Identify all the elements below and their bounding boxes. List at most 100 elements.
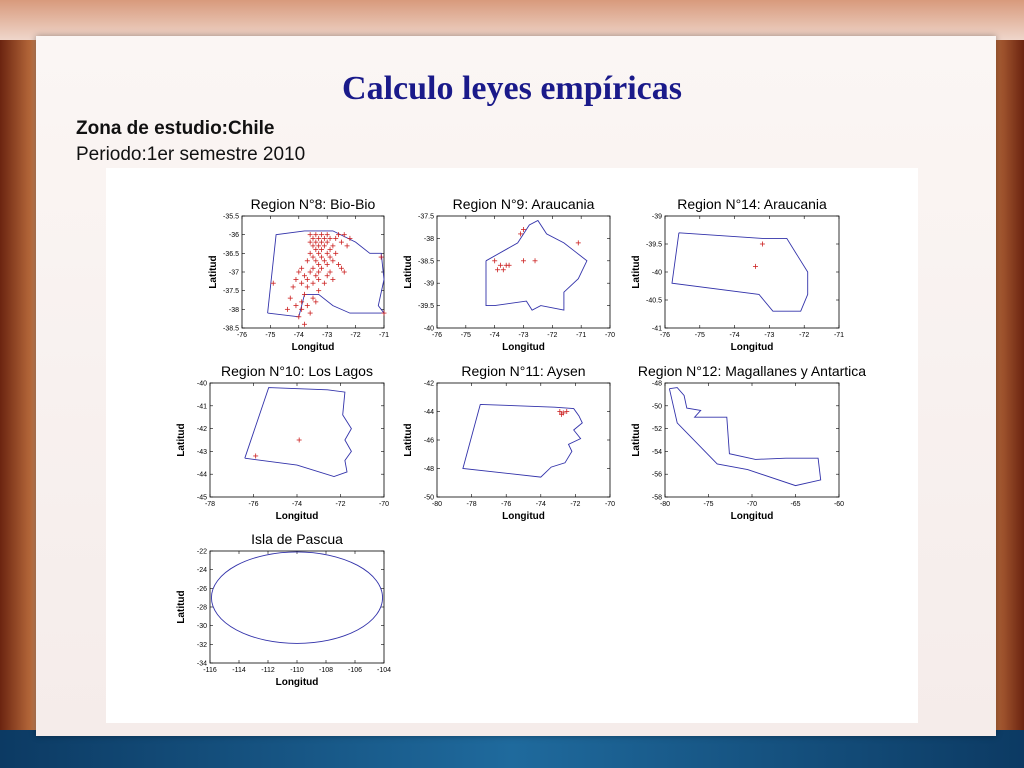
x-tick-label: -70 (605, 332, 615, 339)
x-tick-label: -74 (292, 501, 302, 508)
event-marker (333, 235, 339, 241)
y-tick-label: -44 (197, 472, 207, 479)
event-marker (575, 240, 581, 246)
event-marker (559, 411, 565, 417)
event-marker (759, 241, 765, 247)
event-marker (492, 258, 498, 264)
figure-panel: Region N°8: Bio-Bio -76 -75 -74 -73 -72 -71 -35… (106, 168, 918, 723)
x-axis-label: Longitud (731, 342, 774, 353)
event-marker (310, 243, 316, 249)
x-tick-label: -72 (799, 332, 809, 339)
event-marker (324, 250, 330, 256)
y-tick-label: -40.5 (646, 298, 662, 305)
y-tick-label: -30 (197, 623, 207, 630)
event-marker (327, 254, 333, 260)
event-marker (293, 276, 299, 282)
background-top (0, 0, 1024, 40)
x-axis-label: Longitud (292, 342, 335, 353)
subplot-3: Region N°14: Araucania -76 -75 -74 -73 -72 -71… (631, 196, 844, 353)
x-tick-label: -110 (290, 667, 304, 674)
event-marker (270, 280, 276, 286)
y-tick-label: -40 (197, 381, 207, 388)
event-marker (324, 262, 330, 268)
x-tick-label: -70 (747, 501, 757, 508)
event-marker (293, 303, 299, 309)
event-marker (497, 262, 503, 268)
x-tick-label: -80 (660, 501, 670, 508)
event-marker (313, 239, 319, 245)
x-tick-label: -76 (501, 501, 511, 508)
event-marker (506, 262, 512, 268)
axes-frame (664, 215, 840, 329)
subplot-title: Region N°12: Magallanes y Antartica (638, 363, 866, 379)
x-tick-label: -76 (660, 332, 670, 339)
y-tick-label: -22 (197, 549, 207, 556)
event-marker (557, 409, 563, 414)
x-tick-label: -70 (379, 501, 389, 508)
event-marker (330, 276, 336, 282)
event-marker (338, 239, 344, 245)
y-tick-label: -34 (197, 661, 207, 668)
subplot-title: Region N°14: Araucania (677, 196, 827, 212)
x-tick-label: -71 (576, 332, 586, 339)
figure-svg: Region N°8: Bio-Bio -76 -75 -74 -73 -72 -71 -35… (176, 196, 866, 688)
axes-frame (436, 382, 611, 498)
event-marker (344, 243, 350, 249)
axes-frame (241, 215, 385, 329)
y-tick-label: -36 (229, 232, 239, 239)
event-marker (313, 273, 319, 279)
event-marker (304, 284, 310, 290)
event-marker (495, 267, 501, 273)
y-tick-label: -39.5 (646, 242, 662, 249)
subplot-title: Isla de Pascua (251, 531, 343, 547)
y-tick-label: -56 (652, 472, 662, 479)
region-boundary (244, 387, 352, 477)
x-axis-label: Longitud (502, 511, 545, 522)
event-marker (296, 437, 302, 443)
y-tick-label: -43 (197, 449, 207, 456)
x-tick-label: -75 (461, 332, 471, 339)
y-tick-label: -28 (197, 605, 207, 612)
event-marker (307, 239, 313, 245)
x-tick-label: -104 (377, 667, 391, 674)
y-tick-label: -45 (197, 495, 207, 502)
region-boundary (485, 219, 588, 311)
event-marker (301, 273, 307, 279)
y-tick-label: -42 (197, 426, 207, 433)
event-marker (310, 235, 316, 241)
subplot-1: Region N°8: Bio-Bio -76 -75 -74 -73 -72 -71 -35… (208, 196, 389, 353)
x-tick-label: -74 (730, 332, 740, 339)
y-axis-label: Latitud (176, 423, 187, 456)
x-tick-label: -72 (570, 501, 580, 508)
event-marker (316, 235, 322, 241)
event-marker (253, 453, 259, 459)
x-tick-label: -60 (834, 501, 844, 508)
event-marker (338, 265, 344, 271)
y-tick-label: -37.5 (223, 288, 239, 295)
y-tick-label: -44 (424, 409, 434, 416)
x-tick-label: -106 (348, 667, 362, 674)
x-axis-label: Longitud (502, 342, 545, 353)
event-marker (518, 231, 524, 237)
event-marker (316, 262, 322, 268)
event-marker (310, 254, 316, 260)
x-tick-label: -73 (764, 332, 774, 339)
y-tick-label: -54 (652, 449, 662, 456)
study-period: Periodo:1er semestre 2010 (76, 144, 306, 165)
y-axis-label: Latitud (403, 423, 414, 456)
y-tick-label: -52 (652, 426, 662, 433)
x-tick-label: -72 (351, 332, 361, 339)
x-tick-label: -70 (605, 501, 615, 508)
event-marker (313, 258, 319, 264)
region-boundary (668, 387, 822, 487)
y-tick-label: -48 (424, 466, 434, 473)
x-tick-label: -76 (248, 501, 258, 508)
y-axis-label: Latitud (176, 590, 187, 623)
y-axis-label: Latitud (631, 255, 642, 288)
x-tick-label: -108 (319, 667, 333, 674)
y-tick-label: -24 (197, 567, 207, 574)
axes-frame (664, 382, 840, 498)
subplot-6: Region N°12: Magallanes y Antartica -80 -7… (631, 363, 866, 522)
event-marker (327, 235, 333, 241)
x-tick-label: -78 (467, 501, 477, 508)
